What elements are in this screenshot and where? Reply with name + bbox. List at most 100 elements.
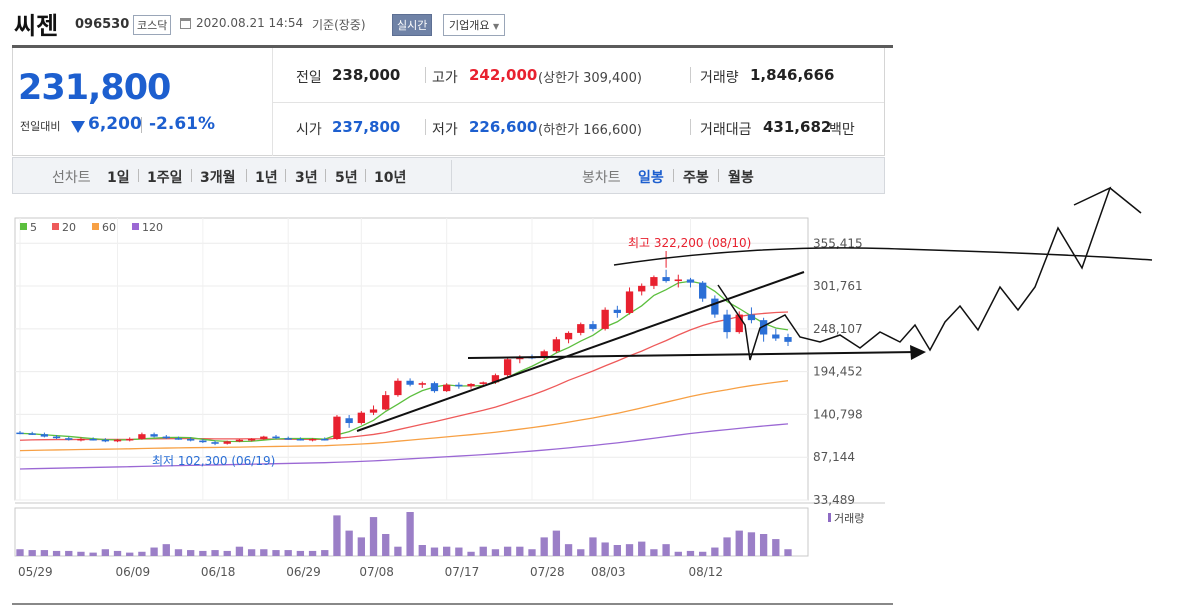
y-tick-label: 194,452 — [813, 365, 863, 379]
tab-line-chart[interactable]: 선차트 — [52, 170, 91, 186]
candle-body — [443, 384, 451, 392]
tab-weekly[interactable]: 주봉 — [683, 170, 709, 186]
volume-bar — [223, 550, 231, 556]
candle-body — [699, 282, 707, 299]
change-value: 6,200 — [88, 114, 142, 134]
company-overview-button[interactable]: 기업개요 ▼ — [443, 14, 506, 36]
tab-monthly[interactable]: 월봉 — [728, 170, 754, 186]
drawn-arrow-head — [910, 345, 926, 360]
volume-bar — [28, 550, 36, 556]
candle-body — [162, 436, 170, 439]
tab-10year[interactable]: 10년 — [374, 170, 407, 186]
candle-body — [369, 409, 378, 413]
volume-bar — [284, 550, 292, 556]
drawn-forecast-arrow — [1109, 187, 1142, 214]
low-label: 저가 — [432, 122, 458, 138]
ma-legend-label: 5 — [30, 221, 37, 234]
volume-bar — [138, 551, 146, 556]
candle-body — [674, 279, 682, 282]
candle-body — [772, 334, 780, 339]
cell-separator — [690, 119, 691, 135]
footer-divider — [12, 603, 893, 605]
volume-bar — [735, 530, 743, 556]
open-value: 237,800 — [332, 118, 401, 136]
x-tick-label: 07/28 — [530, 565, 565, 579]
candle-body — [747, 314, 756, 321]
candle-body — [503, 359, 512, 376]
quote-box — [12, 48, 885, 156]
volume-bar — [77, 551, 85, 556]
volume-bar — [247, 549, 256, 556]
high-annotation: 최고 322,200 (08/10) — [628, 236, 751, 250]
candle-body — [759, 320, 768, 335]
volume-bar — [491, 549, 500, 556]
y-tick-label: 87,144 — [813, 450, 855, 464]
realtime-button[interactable]: 실시간 — [392, 14, 433, 36]
tab-1week[interactable]: 1주일 — [147, 170, 183, 186]
ma-legend-swatch — [20, 223, 27, 230]
candle-body — [247, 438, 256, 441]
tab-sep — [246, 169, 247, 182]
tab-3month[interactable]: 3개월 — [200, 170, 236, 186]
candle-body — [650, 277, 658, 286]
volume-label: 거래량 — [700, 70, 739, 86]
volume-bar — [711, 547, 719, 556]
volume-bar — [430, 547, 439, 556]
candle-body — [260, 436, 268, 439]
candle-body — [418, 383, 426, 385]
x-tick-label: 07/08 — [359, 565, 394, 579]
drawn-support-line — [467, 351, 919, 359]
candle-body — [662, 277, 670, 282]
candle-body — [467, 383, 475, 387]
volume-bar — [369, 517, 378, 556]
ma-legend-swatch — [92, 223, 99, 230]
ma-legend-label: 20 — [62, 221, 76, 234]
tab-1year[interactable]: 1년 — [255, 170, 278, 186]
candle-body — [552, 339, 561, 352]
candle-body — [601, 309, 609, 329]
volume-bar — [260, 549, 268, 556]
tab-5year[interactable]: 5년 — [335, 170, 358, 186]
tab-1day[interactable]: 1일 — [107, 170, 130, 186]
tab-candle-chart[interactable]: 봉차트 — [582, 170, 621, 186]
drawn-forecast-path — [717, 186, 1112, 361]
candle-body — [613, 309, 621, 313]
tab-3year[interactable]: 3년 — [295, 170, 318, 186]
volume-bar — [747, 532, 756, 556]
tab-sep — [673, 169, 674, 182]
candle-body — [308, 438, 317, 441]
candle-body — [540, 351, 548, 358]
candle-body — [65, 438, 73, 440]
quote-basis: 기준(장중) — [312, 18, 366, 32]
cell-separator — [425, 119, 426, 135]
candle-body — [89, 438, 97, 441]
candle-body — [174, 438, 183, 440]
candle-body — [711, 298, 719, 315]
candle-body — [686, 279, 695, 283]
y-tick-label: 355,415 — [813, 236, 863, 250]
volume-bar — [235, 546, 244, 556]
volume-bar — [89, 552, 97, 556]
candle-body — [77, 438, 85, 441]
tab-daily[interactable]: 일봉 — [638, 170, 664, 186]
volume-bar — [162, 544, 170, 556]
volume-bar — [321, 550, 329, 556]
upper-limit: (상한가 309,400) — [538, 71, 642, 86]
volume-bar — [113, 550, 122, 556]
volume-bar — [528, 549, 536, 556]
volume-bar — [101, 549, 109, 556]
candle-body — [333, 416, 341, 439]
volume-bar — [552, 530, 561, 556]
volume-bar — [308, 550, 317, 556]
volume-bar — [174, 549, 183, 556]
candle-body — [150, 434, 158, 437]
volume-bar — [674, 551, 682, 556]
volume-bar — [333, 515, 341, 556]
volume-bar — [272, 550, 280, 556]
ma-legend-swatch — [52, 223, 59, 230]
candle-body — [321, 438, 329, 441]
volume-bar — [455, 547, 463, 556]
tab-sep — [191, 169, 192, 182]
volume-bar — [467, 551, 475, 556]
